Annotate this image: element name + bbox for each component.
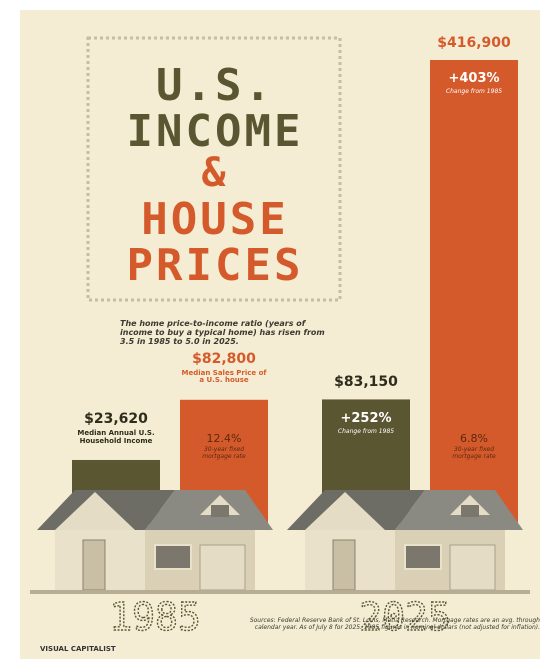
house	[280, 490, 530, 594]
category-label: 2025	[359, 595, 451, 639]
title-line: &	[201, 150, 229, 196]
garage	[449, 544, 496, 591]
change-label: Change from 1985	[337, 428, 395, 435]
change-value: +252%	[340, 411, 392, 426]
source: Sources: Federal Reserve Bank of St. Lou…	[249, 617, 540, 631]
ground	[280, 590, 530, 594]
window	[211, 505, 229, 517]
bar	[430, 60, 518, 524]
value-label: $82,800	[192, 350, 256, 367]
mortgage-label: 30-year fixed mortgage rate	[452, 446, 496, 460]
garage	[199, 544, 246, 591]
value-label: $83,150	[334, 374, 398, 391]
value-label: $23,620	[84, 410, 148, 427]
value-label: $416,900	[437, 35, 511, 51]
gable	[55, 492, 135, 530]
mortgage-value: 12.4%	[206, 432, 242, 445]
window	[154, 544, 192, 570]
title-line: U.S.	[156, 60, 274, 111]
logo: VISUAL CAPITALIST	[40, 645, 116, 653]
title-frame	[86, 36, 342, 302]
category-label: 1985	[109, 595, 201, 639]
houses: 1985 2025	[30, 490, 530, 640]
window	[461, 505, 479, 517]
mortgage-value: 6.8%	[460, 432, 488, 445]
title-line: PRICES	[126, 240, 304, 291]
subtitle: The home price-to-income ratio (years of…	[120, 319, 325, 346]
ground	[30, 590, 280, 594]
mortgage-label: 30-year fixed mortgage rate	[202, 446, 246, 460]
series-label: Median Annual U.S. Household Income	[77, 428, 155, 445]
change-value: +403%	[448, 71, 500, 86]
title-line: INCOME	[126, 106, 304, 157]
door	[332, 539, 356, 591]
door	[82, 539, 106, 591]
window	[404, 544, 442, 570]
gable	[305, 492, 385, 530]
series-label: Median Sales Price of a U.S. house	[181, 368, 267, 385]
title-line: HOUSE	[141, 194, 289, 245]
house	[30, 490, 280, 594]
change-label: Change from 1985	[445, 88, 503, 95]
